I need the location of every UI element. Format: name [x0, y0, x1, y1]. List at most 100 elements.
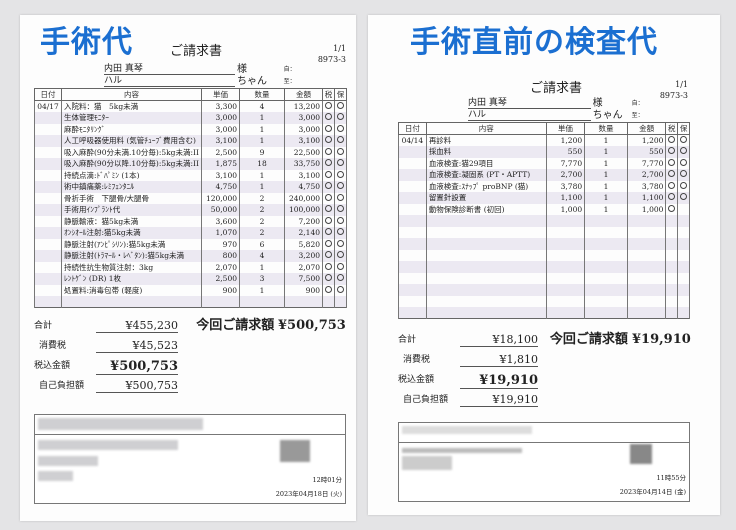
- column-header: 金額: [284, 88, 323, 101]
- amount: 1,200: [626, 134, 667, 146]
- quantity: 1: [584, 192, 628, 204]
- item-description: 入院料：猫 5kg未満: [61, 100, 202, 112]
- circle-mark-icon: [337, 147, 344, 155]
- date-cell: [398, 272, 427, 284]
- tax-label: 消費税: [403, 355, 431, 365]
- circle-mark-icon: [680, 136, 688, 143]
- to-label: 至：: [631, 112, 644, 119]
- empty-cell: [665, 215, 679, 227]
- circle-mark-icon: [337, 124, 344, 132]
- insurance-cell: [334, 238, 347, 250]
- empty-cell: [626, 272, 667, 284]
- table-row: 血液検査:ｽﾅｯﾌﾟ proBNP (猫) 3,780 1 3,780: [398, 180, 690, 192]
- quantity: 1: [584, 169, 628, 181]
- empty-cell: [665, 226, 679, 238]
- insurance-cell: [334, 273, 347, 285]
- empty-cell: [584, 307, 628, 319]
- table-row: 04/17 入院料：猫 5kg未満 3,300 4 13,200: [34, 100, 347, 112]
- date-cell: [34, 135, 62, 147]
- item-description: 手術用ｲﾝﾌﾟﾗﾝﾄ代: [61, 204, 202, 216]
- tax-cell: [322, 135, 335, 147]
- tax-cell: [665, 203, 679, 215]
- empty-cell: [545, 238, 586, 250]
- table-row: 手術用ｲﾝﾌﾟﾗﾝﾄ代 50,000 2 100,000: [34, 204, 347, 216]
- date-cell: [398, 203, 427, 215]
- amount: 900: [284, 284, 323, 296]
- circle-mark-icon: [325, 124, 332, 132]
- insurance-cell: [334, 250, 347, 262]
- item-description: 生体管理ﾓﾆﾀｰ: [61, 112, 202, 124]
- empty-cell: [545, 249, 586, 261]
- column-header: 税: [322, 88, 335, 101]
- tax-cell: [322, 261, 335, 273]
- column-header: 金額: [626, 122, 667, 135]
- circle-mark-icon: [325, 228, 332, 236]
- circle-mark-icon: [325, 147, 332, 155]
- insurance-cell: [334, 158, 347, 170]
- quantity: 4: [239, 100, 285, 112]
- table-row: 血液検査:凝固系 (PT・APTT) 2,700 1 2,700: [398, 169, 690, 181]
- amount: 3,000: [284, 112, 323, 124]
- table-row: [34, 296, 347, 308]
- circle-mark-icon: [680, 181, 688, 189]
- empty-cell: [677, 261, 690, 273]
- date-cell: [34, 204, 62, 216]
- unit-price: 3,100: [201, 169, 240, 181]
- empty-cell: [665, 272, 679, 284]
- empty-cell: [677, 307, 690, 319]
- table-row: [398, 215, 690, 227]
- table-row: 04/14 再診料 1,200 1 1,200: [398, 134, 690, 146]
- circle-mark-icon: [337, 159, 344, 167]
- quantity: 2: [239, 204, 285, 216]
- print-time: 12時01分: [312, 476, 342, 484]
- from-label: 自：: [283, 66, 296, 73]
- insurance-cell: [334, 146, 347, 158]
- billed-label: 今回ご請求額: [549, 332, 628, 347]
- owner-name: 内田 真琴: [468, 98, 591, 109]
- amount: 2,070: [284, 261, 323, 273]
- insurance-cell: [334, 112, 347, 124]
- column-header: 日付: [398, 122, 427, 135]
- circle-mark-icon: [325, 193, 332, 201]
- unit-price: 3,300: [201, 100, 240, 112]
- circle-mark-icon: [325, 216, 332, 224]
- subtotal-label: 合計: [34, 321, 53, 331]
- tax-cell: [665, 192, 679, 204]
- amount: 100,000: [284, 204, 323, 216]
- amount: 240,000: [284, 192, 323, 204]
- billed-value: ¥19,910: [632, 332, 691, 347]
- insurance-cell: [334, 204, 347, 216]
- quantity: 9: [239, 146, 285, 158]
- empty-cell: [201, 296, 240, 308]
- redacted-text: [38, 456, 98, 466]
- empty-cell: [545, 226, 586, 238]
- circle-mark-icon: [668, 193, 676, 201]
- empty-cell: [545, 261, 586, 273]
- quantity: 1: [239, 181, 285, 193]
- amount: 3,100: [284, 169, 323, 181]
- amount: 2,700: [626, 169, 667, 181]
- circle-mark-icon: [325, 170, 332, 178]
- item-description: 持続性抗生物質注射：3kg: [61, 261, 202, 273]
- quantity: 1: [239, 284, 285, 296]
- table-row: 静脈注射(ﾄﾗﾏｰﾙ・ﾚﾍﾞﾀﾝ):猫5kg未満 800 4 3,200: [34, 250, 347, 262]
- qr-code-icon: [630, 444, 652, 464]
- billed-value: ¥500,753: [278, 318, 346, 333]
- unit-price: 550: [545, 146, 586, 158]
- empty-cell: [677, 226, 690, 238]
- date-cell: [398, 307, 427, 319]
- unit-price: 1,100: [545, 192, 586, 204]
- insurance-cell: [334, 100, 347, 112]
- table-row: [398, 226, 690, 238]
- circle-mark-icon: [680, 147, 688, 155]
- insurance-cell: [334, 261, 347, 273]
- billed-label: 今回ご請求額: [196, 318, 275, 333]
- circle-mark-icon: [325, 251, 332, 259]
- date-cell: [34, 250, 62, 262]
- empty-cell: [425, 215, 547, 227]
- empty-cell: [545, 284, 586, 296]
- self-label: 自己負担額: [39, 381, 85, 391]
- circle-mark-icon: [337, 251, 344, 259]
- page-number: 1/1: [333, 44, 346, 53]
- circle-mark-icon: [337, 285, 344, 293]
